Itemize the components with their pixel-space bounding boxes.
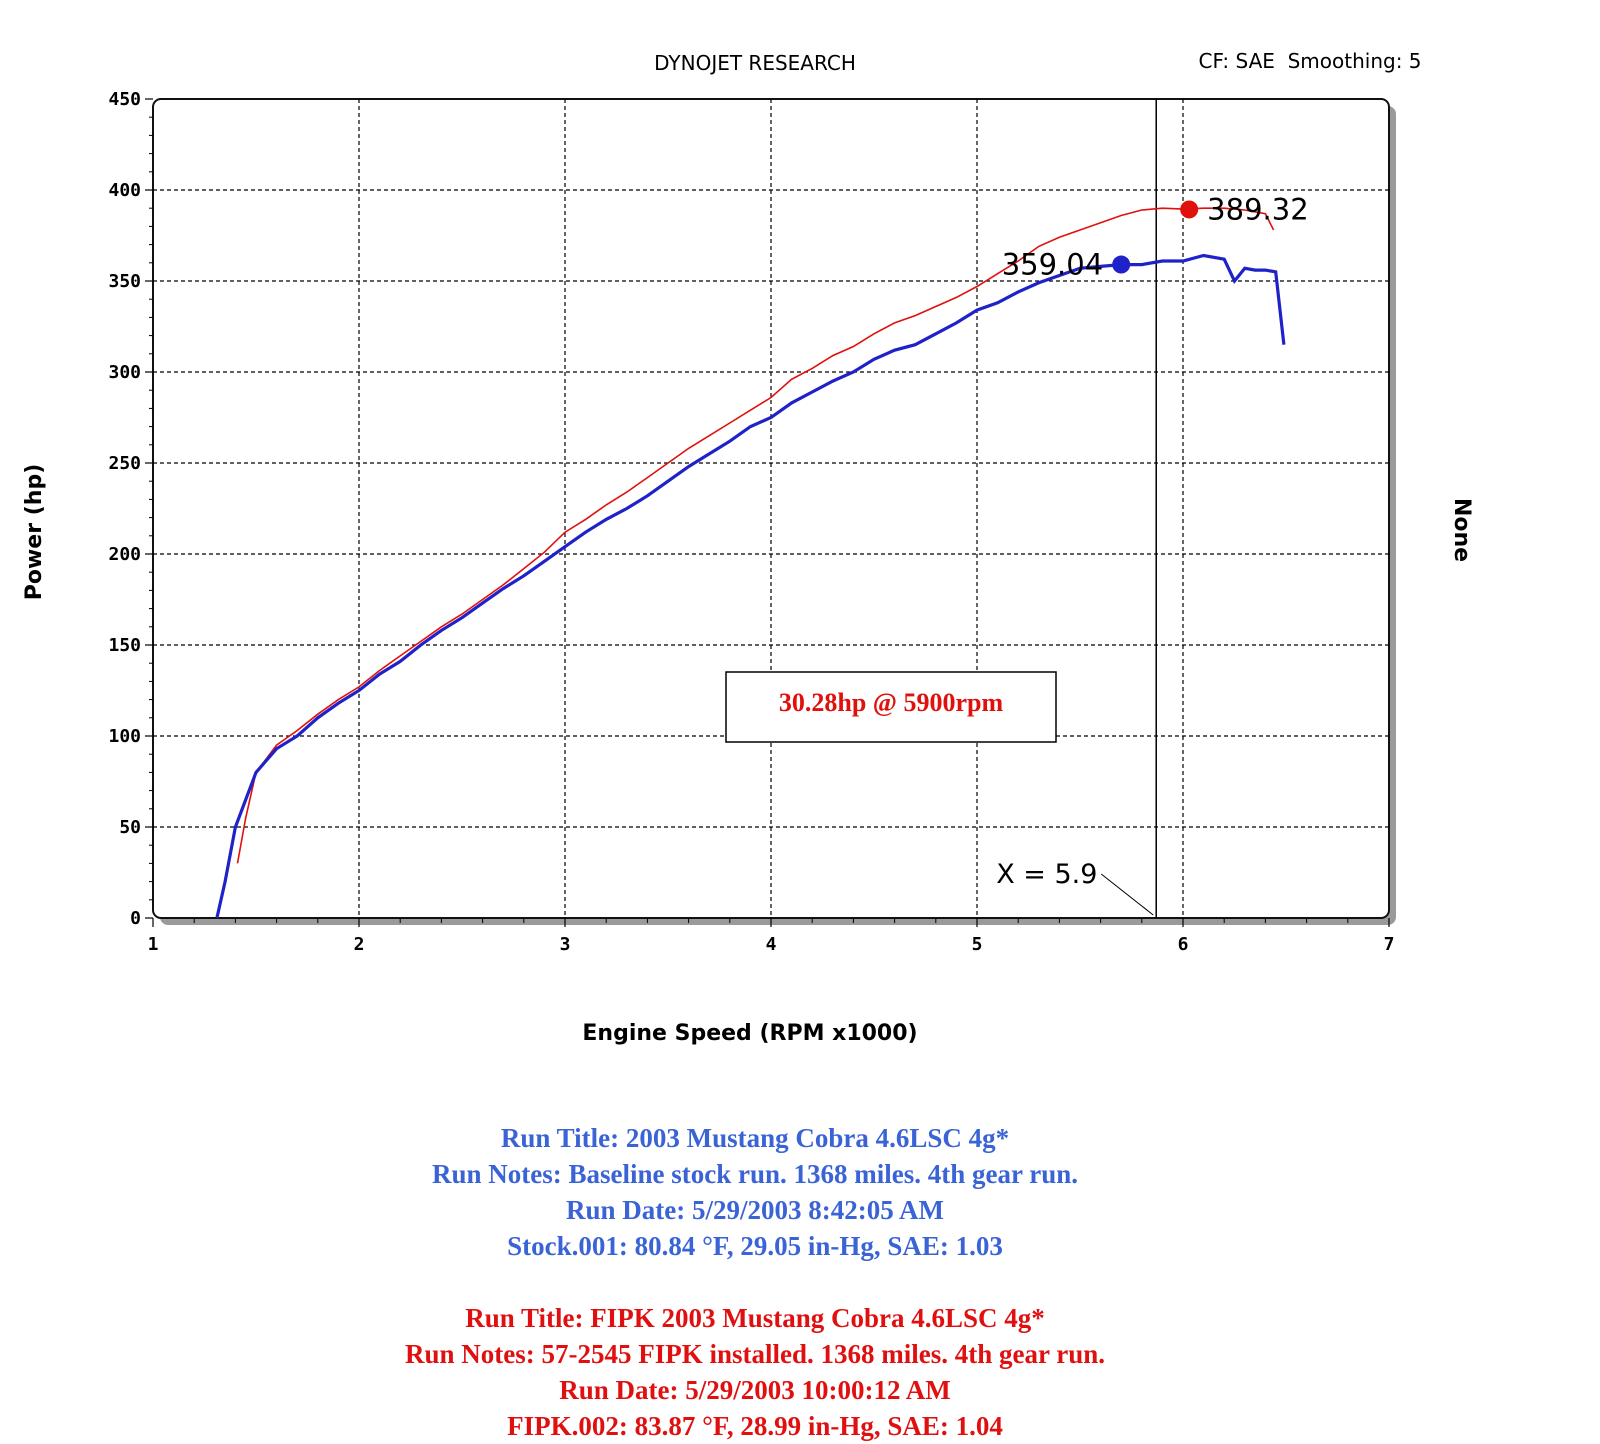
y-tick-labels: 0 50 100 150 200 250 300 350 400 450: [108, 89, 141, 929]
annotation-text: 30.28hp @ 5900rpm: [779, 688, 1004, 717]
cursor-label: X = 5.9: [996, 859, 1097, 890]
x-tick-label: 6: [1178, 934, 1189, 955]
baseline-run-date: Run Date: 5/29/2003 8:42:05 AM: [566, 1195, 944, 1225]
chart-title: DYNOJET RESEARCH: [654, 51, 856, 75]
y-tick-label: 50: [119, 817, 141, 838]
peak-marker-baseline[interactable]: [1112, 255, 1131, 274]
dyno-chart: DYNOJET RESEARCH CF: SAE Smoothing: 5 0 5…: [22, 49, 1474, 1046]
x-tick-label: 4: [766, 934, 777, 955]
baseline-run-conditions: Stock.001: 80.84 °F, 29.05 in-Hg, SAE: 1…: [507, 1231, 1003, 1261]
series-line-baseline: [215, 253, 1286, 919]
right-axis-label: None: [1449, 498, 1474, 562]
axis-ticks: [145, 98, 1390, 927]
x-axis-label: Engine Speed (RPM x1000): [582, 1021, 917, 1046]
x-tick-label: 2: [354, 934, 365, 955]
baseline-run-title: Run Title: 2003 Mustang Cobra 4.6LSC 4g*: [500, 1123, 1010, 1153]
baseline-run-notes: Run Title: 2003 Mustang Cobra 4.6LSC 4g*…: [0, 1120, 1510, 1264]
fipk-run-notes-line: Run Notes: 57-2545 FIPK installed. 1368 …: [405, 1339, 1105, 1369]
peak-label-baseline: 359.04: [1002, 248, 1103, 282]
annotation-box: [725, 671, 1057, 743]
fipk-run-title: Run Title: FIPK 2003 Mustang Cobra 4.6LS…: [465, 1303, 1045, 1333]
chart-settings: CF: SAE Smoothing: 5: [1198, 49, 1421, 73]
y-tick-label: 0: [130, 908, 141, 929]
y-tick-label: 350: [108, 271, 141, 292]
fipk-run-conditions: FIPK.002: 83.87 °F, 28.99 in-Hg, SAE: 1.…: [507, 1411, 1003, 1441]
peak-marker-fipk[interactable]: [1180, 200, 1199, 219]
peak-label-fipk: 389.32: [1207, 192, 1308, 226]
grid-lines: [153, 99, 1389, 918]
y-tick-label: 400: [108, 180, 141, 201]
y-tick-label: 200: [108, 544, 141, 565]
baseline-run-notes-line: Run Notes: Baseline stock run. 1368 mile…: [431, 1159, 1078, 1189]
y-tick-label: 300: [108, 362, 141, 383]
y-tick-label: 150: [108, 635, 141, 656]
fipk-run-date: Run Date: 5/29/2003 10:00:12 AM: [559, 1375, 951, 1405]
x-tick-label: 3: [560, 934, 571, 955]
x-tick-label: 1: [148, 934, 159, 955]
series-line-fipk: [236, 207, 1275, 864]
cursor-label-leader: [1100, 873, 1154, 916]
y-axis-label: Power (hp): [22, 464, 47, 601]
x-tick-label: 7: [1384, 934, 1395, 955]
y-tick-label: 100: [108, 726, 141, 747]
y-tick-label: 250: [108, 453, 141, 474]
x-tick-label: 5: [972, 934, 983, 955]
fipk-run-notes: Run Title: FIPK 2003 Mustang Cobra 4.6LS…: [0, 1300, 1510, 1444]
x-tick-labels: 1 2 3 4 5 6 7: [148, 934, 1395, 955]
y-tick-label: 450: [108, 89, 141, 110]
